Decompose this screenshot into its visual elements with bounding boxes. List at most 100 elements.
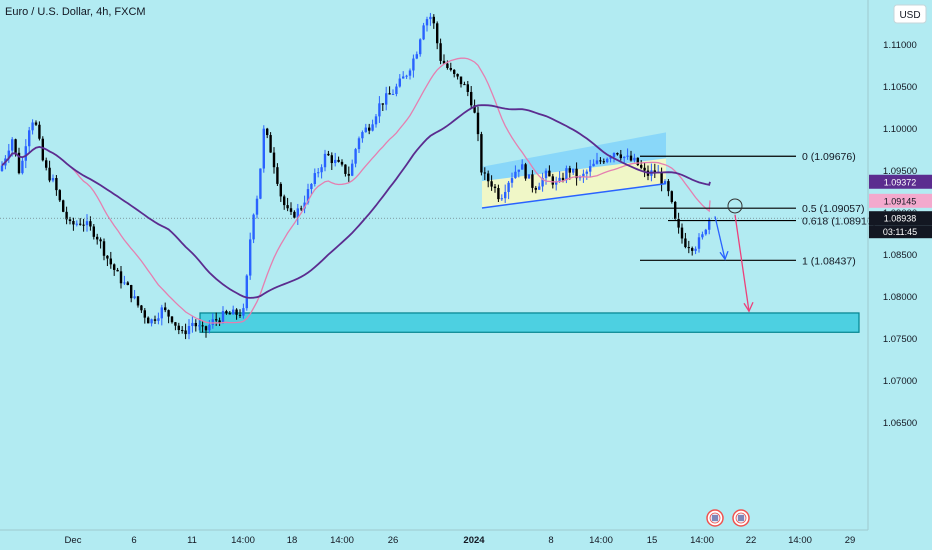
candle-body [544,170,548,179]
economic-event-icon[interactable] [706,509,724,527]
candle-body [11,139,14,151]
candle-body [473,105,476,113]
demand-zone[interactable] [199,312,860,333]
candle-body [109,258,112,265]
candle-body [303,202,306,209]
y-tick-label: 1.06500 [883,418,917,429]
candle-body [425,19,429,26]
candle-body [327,153,330,156]
y-tick-label: 1.07000 [883,376,917,387]
candle-body [368,127,371,131]
x-tick-label: Dec [65,535,82,546]
candle-body [398,78,401,87]
x-tick-label: 11 [187,535,197,546]
candle-body [517,169,520,172]
candle-body [551,176,554,185]
countdown-badge [869,225,932,239]
candle-body [653,170,656,173]
candle-body [238,314,242,316]
candle-body [337,159,340,162]
chart-title: Euro / U.S. Dollar, 4h, FXCM [5,6,146,18]
candle-body [272,152,276,168]
x-tick-label: 2024 [463,535,485,546]
candle-body [446,63,449,68]
candle-body [565,168,568,181]
x-tick-label: 8 [548,535,553,546]
candle-body [68,219,72,222]
target-circle[interactable] [727,198,743,214]
candle-body [626,155,629,157]
candle-body [255,198,259,215]
candle-body [521,164,524,170]
ma-fast-line[interactable] [1,57,711,324]
candle-body [633,157,636,161]
countdown-label: 03:11:45 [883,227,917,237]
time-axis[interactable]: Dec 6 11 14:00 18 14:00 26 2024 8 14:00 15 14:00 22 1… [65,535,856,546]
candle-body [221,311,225,323]
ma-slow-line[interactable] [1,104,711,299]
candle-body [170,316,174,323]
candle-body [306,189,310,203]
candle-body [72,221,75,225]
candle-body [38,124,41,139]
candle-body [466,84,469,92]
svg-text:USD: USD [899,10,920,21]
candle-body [459,76,463,85]
candle-body [415,54,418,59]
candle-body [531,174,534,188]
x-tick-label: 29 [845,535,856,546]
candle-body [344,164,347,174]
candle-body [289,208,293,212]
candle-body [140,305,143,311]
candle-body [510,178,514,183]
candle-body [235,309,238,315]
candle-body [514,171,517,179]
price-badge [869,193,932,208]
flag-highlight[interactable] [482,158,666,208]
blue-arrow-line[interactable] [714,216,726,260]
candle-body [568,168,571,173]
candle-body [75,223,78,225]
x-tick-label: 14:00 [690,535,714,546]
candle-body [680,227,684,239]
candle-body [262,128,265,169]
candle-body [470,91,473,106]
candle-body [133,296,136,299]
candle-body [643,167,646,171]
candle-body [582,173,585,177]
currency-button[interactable]: USD [893,4,927,24]
candle-body [51,178,55,181]
candle-body [340,161,344,165]
fib-level-label: 0 (1.09676) [802,151,856,163]
candle-body [456,73,459,77]
candle-body [497,188,500,200]
candle-body [480,134,483,173]
candle-body [640,165,643,168]
candle-body [541,178,544,187]
candle-body [225,311,228,314]
candle-body [266,128,269,136]
x-tick-label: 18 [287,535,298,546]
candle-body [371,124,374,131]
candle-body [24,146,27,161]
candle-body [405,75,408,77]
candle-body [249,239,252,276]
channel-lower-line[interactable] [481,182,667,209]
x-tick-label: 15 [647,535,658,546]
candle-body [31,122,34,131]
candle-body [150,319,153,324]
flag-event-icon[interactable] [732,509,750,527]
candle-body [92,226,95,237]
candle-body [208,324,211,331]
candle-body [245,275,248,309]
candle-body [119,271,123,284]
candle-body [507,182,510,192]
price-badge [869,174,932,189]
candle-body [670,191,673,202]
pink-arrow-line[interactable] [734,214,750,312]
candle-body [96,236,99,240]
candle-body [41,138,44,161]
candle-body [320,167,323,173]
candle-body [694,248,697,251]
